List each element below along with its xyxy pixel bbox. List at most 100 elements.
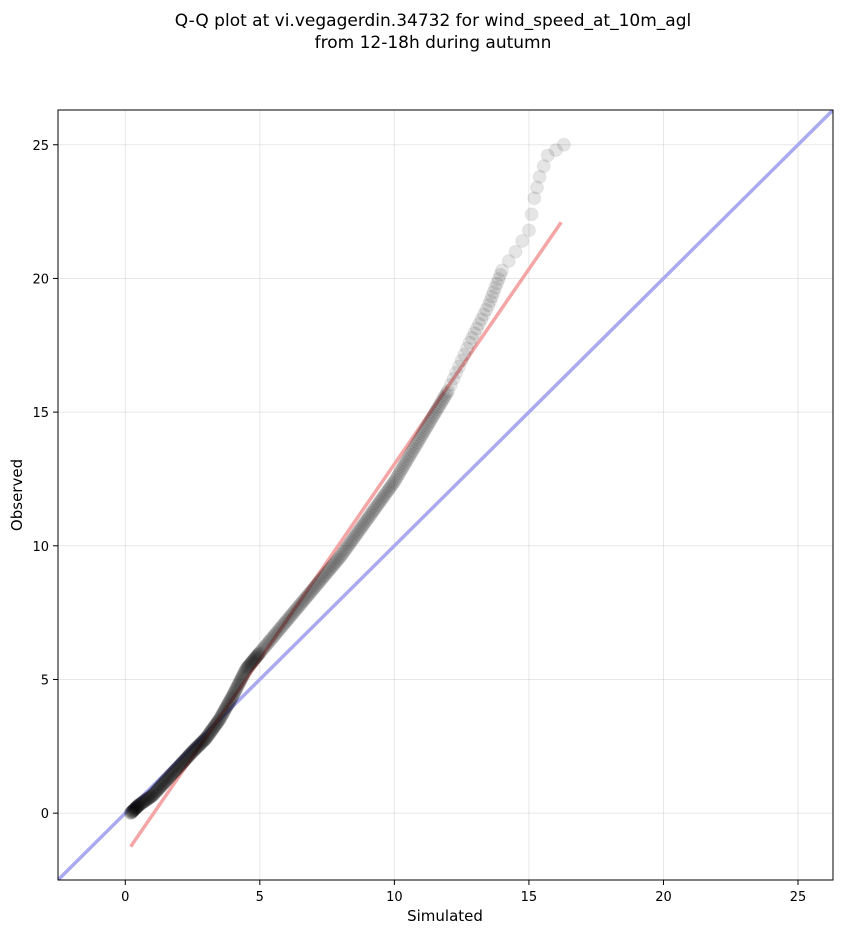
y-tick-label: 0 (41, 807, 49, 822)
data-point (488, 280, 503, 295)
chart-title: Q-Q plot at vi.vegagerdin.34732 for wind… (175, 11, 691, 53)
data-point (321, 564, 336, 579)
data-point (142, 790, 157, 805)
data-point (156, 776, 171, 791)
data-point (197, 732, 212, 747)
data-point (315, 571, 330, 586)
data-point (222, 695, 237, 710)
x-tick-label: 20 (655, 890, 672, 905)
data-point (367, 501, 382, 516)
data-point (282, 610, 297, 625)
data-point (257, 639, 272, 654)
data-point (200, 728, 215, 743)
data-point (213, 710, 228, 725)
data-point (249, 649, 264, 664)
data-point (163, 768, 178, 783)
data-point (158, 774, 173, 789)
data-point (299, 590, 314, 605)
data-point (221, 696, 236, 711)
data-point (226, 687, 241, 702)
data-point (187, 742, 202, 757)
data-point (410, 435, 425, 450)
data-point (261, 635, 276, 650)
data-point (162, 769, 177, 784)
data-point (132, 797, 147, 812)
data-point (207, 719, 222, 734)
data-point (265, 631, 280, 646)
data-point (245, 654, 260, 669)
data-point (139, 793, 154, 808)
data-point (318, 566, 333, 581)
data-point (213, 711, 228, 726)
data-point (399, 453, 414, 468)
data-point (183, 747, 198, 762)
x-tick-label: 10 (386, 890, 403, 905)
data-point (349, 527, 364, 542)
data-point (124, 805, 139, 820)
data-point (301, 587, 316, 602)
data-point (195, 734, 210, 749)
data-point (359, 513, 374, 528)
y-tick-label: 10 (32, 540, 49, 555)
data-point (132, 797, 147, 812)
data-point (192, 737, 207, 752)
data-point (160, 772, 175, 787)
data-point (355, 518, 370, 533)
data-point (350, 525, 365, 540)
data-point (276, 618, 291, 633)
data-point (154, 778, 169, 793)
data-point (187, 742, 202, 757)
data-point (141, 791, 156, 806)
data-point (263, 632, 278, 647)
data-point (395, 460, 410, 475)
data-point (224, 691, 239, 706)
data-point (194, 735, 209, 750)
data-point (364, 506, 379, 521)
data-point (126, 803, 141, 818)
data-point (134, 796, 149, 811)
data-point (129, 800, 144, 815)
data-point (501, 254, 516, 269)
data-point (159, 772, 174, 787)
data-point (414, 429, 429, 444)
data-point (358, 515, 373, 530)
data-point (171, 760, 186, 775)
data-point (334, 547, 349, 562)
data-point (304, 584, 319, 599)
data-point (258, 638, 273, 653)
data-point (391, 468, 406, 483)
data-point (342, 537, 357, 552)
data-point (214, 709, 229, 724)
data-point (335, 546, 350, 561)
data-point (241, 659, 256, 674)
data-point (247, 651, 262, 666)
data-point (165, 766, 180, 781)
data-point (161, 771, 176, 786)
data-point (198, 731, 213, 746)
data-point (474, 312, 489, 327)
data-point (179, 751, 194, 766)
data-point (222, 693, 237, 708)
data-point (248, 650, 263, 665)
data-point (373, 493, 388, 508)
data-point (140, 792, 155, 807)
data-point (235, 670, 250, 685)
data-point (328, 555, 343, 570)
data-point (246, 653, 261, 668)
data-point (371, 496, 386, 511)
data-point (508, 244, 523, 259)
data-point (266, 629, 281, 644)
data-point (135, 795, 150, 810)
data-point (172, 759, 187, 774)
data-point (398, 456, 413, 471)
data-point (343, 535, 358, 550)
data-point (384, 478, 399, 493)
data-point (193, 736, 208, 751)
data-point (274, 619, 289, 634)
data-point (280, 612, 295, 627)
data-point (465, 330, 480, 345)
data-point (180, 750, 195, 765)
data-point (312, 574, 327, 589)
data-point (127, 802, 142, 817)
data-point (309, 578, 324, 593)
